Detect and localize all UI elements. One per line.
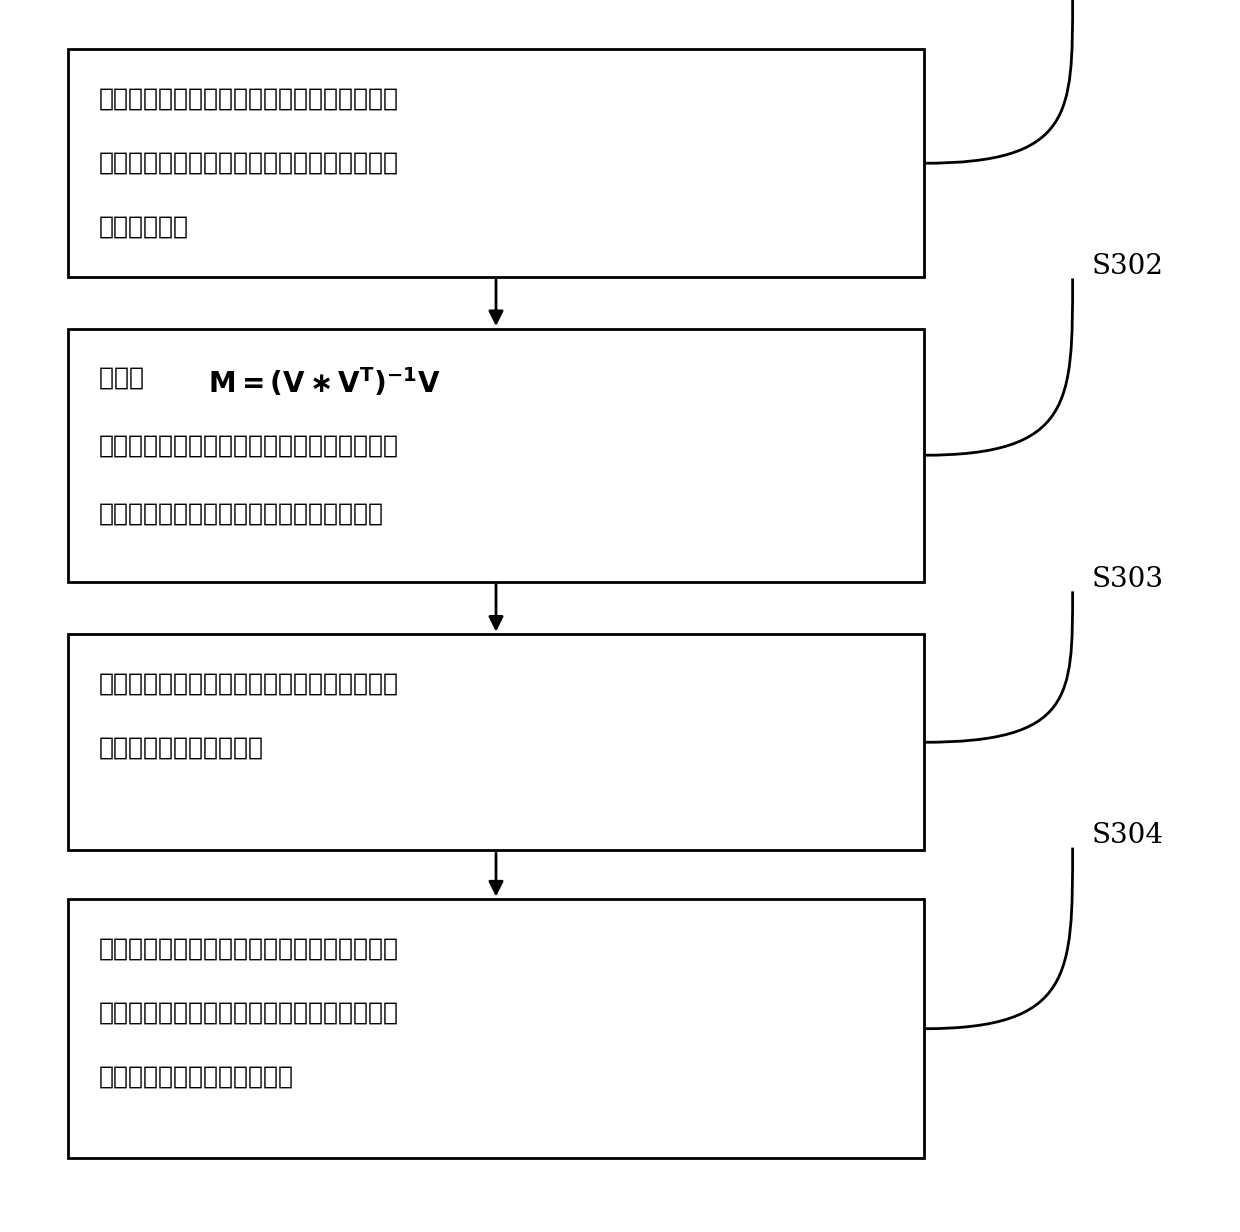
Text: 系数分别确定对应于多组相位样本序列的多个: 系数分别确定对应于多组相位样本序列的多个: [99, 1000, 399, 1024]
Text: 由公式: 由公式: [99, 366, 160, 389]
Bar: [68, 329, 924, 582]
Bar: [68, 634, 924, 850]
Text: S302: S302: [1091, 253, 1163, 280]
Text: 的范德蒙矩阵: 的范德蒙矩阵: [99, 214, 190, 238]
Text: $\mathbf{M = (V \ast V^T)^{-1}V}$: $\mathbf{M = (V \ast V^T)^{-1}V}$: [208, 366, 440, 399]
Text: 根据采样时间间隔分别构建对应于参考信号序: 根据采样时间间隔分别构建对应于参考信号序: [99, 86, 399, 110]
Text: 样本斜率值和多个样本偏移值: 样本斜率值和多个样本偏移值: [99, 1064, 294, 1088]
Text: 根据对应于多组相位样本序列的多组范德蒙逆: 根据对应于多组相位样本序列的多组范德蒙逆: [99, 936, 399, 960]
Text: 参考斜率值与参考偏移值: 参考斜率值与参考偏移值: [99, 736, 264, 759]
Bar: [68, 899, 924, 1158]
Text: 根据对应于参考相位序列的范德蒙逆系数确定: 根据对应于参考相位序列的范德蒙逆系数确定: [99, 671, 399, 695]
Text: S304: S304: [1091, 822, 1163, 849]
Text: S303: S303: [1091, 565, 1163, 593]
Text: 序列中每一组信号样本序列的范德蒙逆系数: 序列中每一组信号样本序列的范德蒙逆系数: [99, 501, 384, 525]
Text: 分别确认对应于参考信号序列／多组信号样本: 分别确认对应于参考信号序列／多组信号样本: [99, 434, 399, 457]
Text: 列／多组信号样本序列中每一组信号样本序列: 列／多组信号样本序列中每一组信号样本序列: [99, 150, 399, 174]
Bar: [68, 49, 924, 277]
